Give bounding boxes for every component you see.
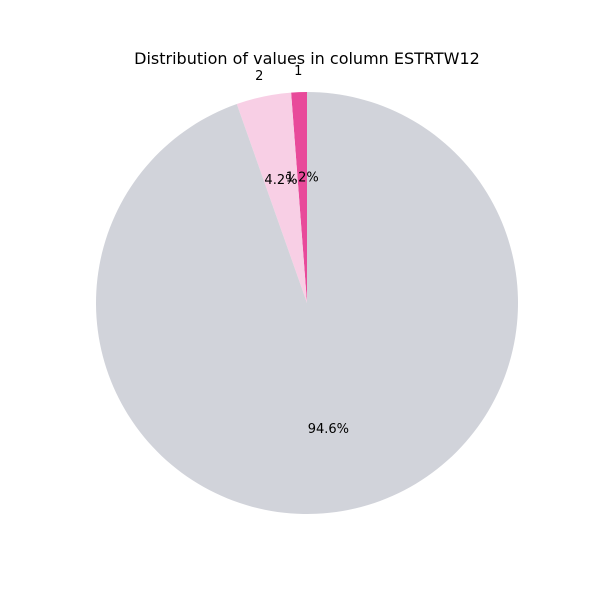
- slice-pct-label-other: 94.6%: [308, 422, 349, 437]
- slice-pct-label-1: 1.2%: [286, 170, 319, 185]
- pie-slice-1: [291, 92, 307, 303]
- pie-slice-2: [236, 92, 307, 303]
- pie-slice-other: [96, 92, 518, 514]
- chart-title: Distribution of values in column ESTRTW1…: [134, 49, 480, 68]
- slice-label-1: 1: [294, 64, 302, 79]
- pie-slices: [96, 92, 518, 514]
- slice-label-2: 2: [255, 69, 263, 84]
- slice-pct-label-2: 4.2%: [264, 173, 297, 188]
- pie-labels: 1 1.2% 2 4.2% 94.6%: [255, 64, 349, 437]
